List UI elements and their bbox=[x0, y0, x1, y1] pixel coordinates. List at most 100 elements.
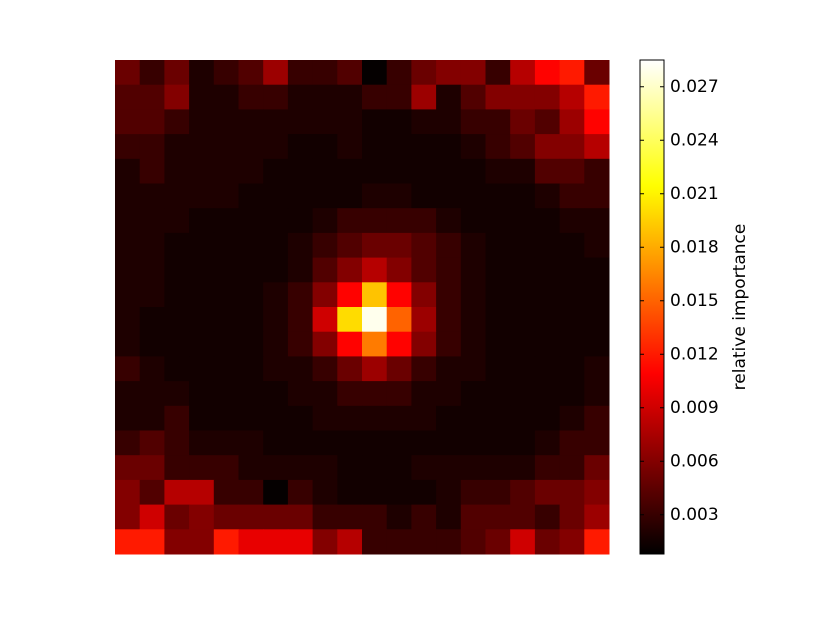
cell bbox=[189, 282, 215, 308]
cell bbox=[263, 455, 289, 481]
cell bbox=[559, 109, 585, 135]
cell bbox=[164, 84, 190, 110]
cell bbox=[115, 232, 141, 259]
cell bbox=[386, 504, 412, 530]
cell bbox=[559, 183, 585, 209]
cell bbox=[164, 134, 190, 160]
cell bbox=[164, 282, 190, 308]
cell bbox=[287, 504, 314, 530]
cell bbox=[411, 109, 437, 135]
cell bbox=[164, 356, 190, 382]
cell bbox=[411, 331, 437, 357]
cell bbox=[213, 183, 239, 209]
tick-label: 0.009 bbox=[670, 398, 719, 418]
cell bbox=[164, 479, 190, 506]
cell bbox=[238, 183, 264, 209]
cell bbox=[362, 455, 388, 481]
cell bbox=[362, 257, 388, 283]
cell bbox=[287, 109, 314, 135]
cell bbox=[460, 381, 486, 407]
cell bbox=[263, 356, 289, 382]
cell bbox=[312, 60, 338, 86]
cell bbox=[139, 134, 165, 160]
cell bbox=[139, 183, 165, 209]
tick-label: 0.018 bbox=[670, 237, 719, 257]
cell bbox=[287, 529, 314, 555]
cell bbox=[534, 529, 561, 555]
cell bbox=[164, 405, 190, 431]
cell bbox=[584, 282, 610, 308]
cell bbox=[485, 356, 511, 382]
cell bbox=[386, 405, 412, 431]
cell bbox=[386, 109, 412, 135]
cell bbox=[411, 504, 437, 530]
cell bbox=[139, 232, 165, 259]
cell bbox=[238, 208, 264, 234]
cell bbox=[238, 504, 264, 530]
cell bbox=[164, 60, 190, 86]
cell bbox=[115, 356, 141, 382]
cell bbox=[485, 183, 511, 209]
cell bbox=[559, 158, 585, 184]
cell bbox=[411, 208, 437, 234]
cell bbox=[584, 232, 610, 259]
cell bbox=[411, 405, 437, 431]
cell bbox=[362, 84, 388, 110]
cell bbox=[213, 331, 239, 357]
cell bbox=[460, 529, 486, 555]
cell bbox=[213, 60, 239, 86]
cell bbox=[312, 232, 338, 259]
cell bbox=[411, 479, 437, 506]
cell bbox=[189, 430, 215, 456]
cell bbox=[263, 331, 289, 357]
cell bbox=[510, 183, 536, 209]
cell bbox=[362, 60, 388, 86]
cell bbox=[263, 504, 289, 530]
cell bbox=[213, 405, 239, 431]
cell bbox=[189, 356, 215, 382]
cell bbox=[510, 455, 536, 481]
cell bbox=[337, 84, 363, 110]
cell bbox=[337, 529, 363, 555]
cell bbox=[485, 504, 511, 530]
cell bbox=[485, 257, 511, 283]
cell bbox=[164, 529, 190, 555]
cell bbox=[263, 232, 289, 259]
cell bbox=[263, 257, 289, 283]
cell bbox=[559, 84, 585, 110]
cell bbox=[337, 307, 363, 333]
cell bbox=[362, 158, 388, 184]
cell bbox=[411, 381, 437, 407]
cell bbox=[386, 134, 412, 160]
cell bbox=[460, 430, 486, 456]
cell bbox=[510, 84, 536, 110]
cell bbox=[139, 60, 165, 86]
cell bbox=[115, 529, 141, 555]
cell bbox=[312, 282, 338, 308]
cell bbox=[584, 405, 610, 431]
cell bbox=[362, 479, 388, 506]
cell bbox=[510, 134, 536, 160]
cell bbox=[460, 158, 486, 184]
cell bbox=[287, 134, 314, 160]
cell bbox=[559, 257, 585, 283]
cell bbox=[312, 504, 338, 530]
cell bbox=[139, 257, 165, 283]
cell bbox=[584, 257, 610, 283]
cell bbox=[584, 479, 610, 506]
cell bbox=[584, 109, 610, 135]
cell bbox=[238, 356, 264, 382]
cell bbox=[485, 84, 511, 110]
cell bbox=[362, 183, 388, 209]
cell bbox=[362, 529, 388, 555]
cell bbox=[485, 479, 511, 506]
cell bbox=[386, 381, 412, 407]
cell bbox=[510, 504, 536, 530]
cell bbox=[436, 381, 462, 407]
cell bbox=[559, 455, 585, 481]
cell bbox=[510, 529, 536, 555]
cell bbox=[485, 208, 511, 234]
cell bbox=[460, 455, 486, 481]
cell bbox=[312, 307, 338, 333]
